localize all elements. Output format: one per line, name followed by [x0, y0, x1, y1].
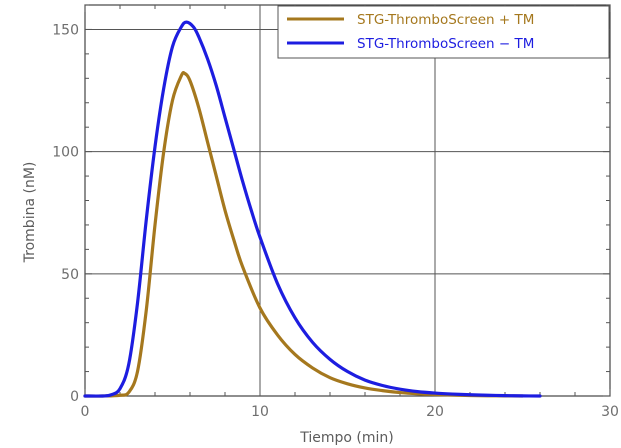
y-tick-label: 150 [52, 22, 79, 38]
legend-label-1: STG-ThromboScreen + TM [357, 12, 534, 28]
x-tick-label: 30 [601, 404, 619, 420]
x-tick-label: 0 [81, 404, 90, 420]
legend-box [277, 5, 610, 59]
x-tick-label: 10 [251, 404, 269, 420]
plot-area [84, 4, 611, 397]
legend-label-2: STG-ThromboScreen − TM [357, 36, 534, 52]
tick-labels: 0 10 20 30 0 50 100 150 [52, 22, 619, 420]
series-line-2 [83, 20, 542, 398]
series-line-1 [83, 71, 525, 398]
y-axis-label: Trombina (nM) [22, 162, 38, 264]
x-axis-label: Tiempo (min) [299, 430, 394, 446]
series-group [83, 20, 542, 398]
x-tick-label: 20 [426, 404, 444, 420]
y-tick-label: 50 [61, 267, 79, 283]
y-tick-label: 100 [52, 145, 79, 161]
legend: STG-ThromboScreen + TM STG-ThromboScreen… [277, 5, 610, 59]
y-tick-label: 0 [70, 389, 79, 405]
